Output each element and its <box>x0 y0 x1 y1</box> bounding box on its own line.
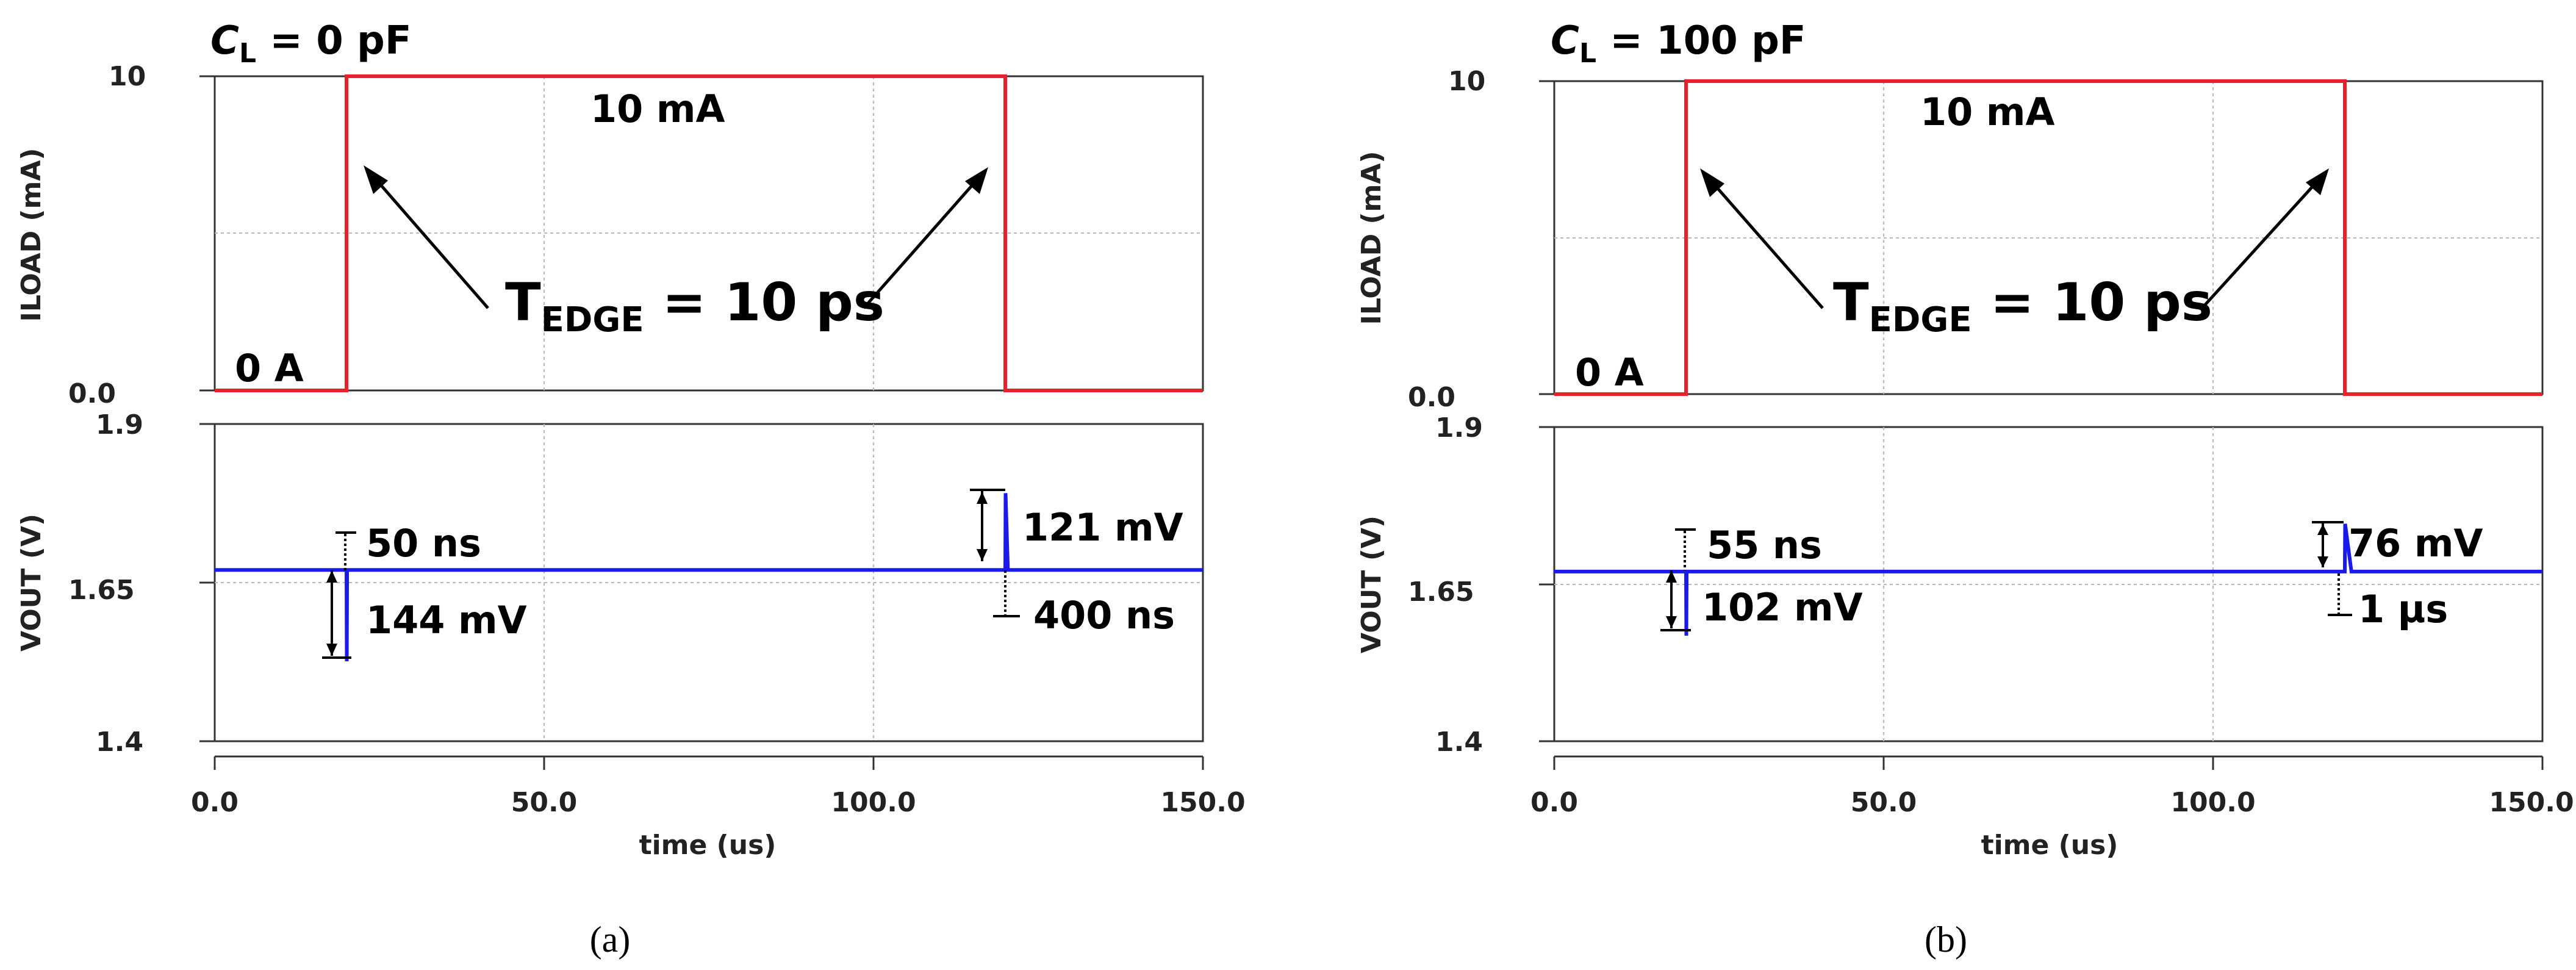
cl-subscript: L <box>239 38 256 69</box>
edge-value: = 10 ps <box>1972 272 2212 333</box>
y-tick-label: 1.65 <box>68 575 135 606</box>
edge-label: TEDGE = 10 ps <box>505 272 884 340</box>
recovery-label: 400 ns <box>1033 593 1175 638</box>
x-tick-label: 150.0 <box>1160 787 1245 818</box>
edge-arrow-right <box>2201 173 2325 309</box>
vout-plot: 1.9 1.65 1.4 VOUT (V) 55 ns 102 mV 76 mV… <box>1356 412 2544 758</box>
overshoot-label: 76 mV <box>2348 521 2483 566</box>
x-axis: 0.0 50.0 100.0 150.0 time (us) <box>1530 755 2574 861</box>
overshoot-label: 121 mV <box>1022 505 1183 550</box>
arrowhead <box>977 492 988 504</box>
cl-label: CL = 0 pF <box>210 18 412 69</box>
edge-arrow-left <box>1704 173 1824 309</box>
y-axis-title: ILOAD (mA) <box>16 148 47 322</box>
arrowhead <box>326 570 337 583</box>
arrowhead <box>364 165 388 194</box>
y-axis-title: ILOAD (mA) <box>1356 151 1387 325</box>
x-axis-title: time (us) <box>639 830 777 861</box>
arrowhead <box>977 549 988 561</box>
iload-plot: 10 0.0 ILOAD (mA) 10 mA 0 A TEDGE = 10 p… <box>1356 66 2544 413</box>
arrowhead <box>2317 556 2328 567</box>
arrowhead <box>965 167 988 194</box>
high-level-label: 10 mA <box>1920 90 2054 134</box>
panel-caption: (a) <box>590 919 631 960</box>
y-tick-label: 1.65 <box>1408 577 1474 608</box>
edge-subscript: EDGE <box>541 300 644 340</box>
panel-a: CL = 0 pF 10 0.0 ILOAD (mA) 10 mA 0 A TE… <box>16 18 1246 960</box>
arrowhead <box>2306 168 2329 195</box>
x-tick-label: 100.0 <box>2170 787 2255 818</box>
edge-label: TEDGE = 10 ps <box>1833 272 2212 340</box>
x-axis-title: time (us) <box>1981 830 2119 861</box>
y-tick-label: 1.4 <box>96 727 143 758</box>
drop-label: 102 mV <box>1702 585 1863 630</box>
x-tick-label: 150.0 <box>2489 787 2574 818</box>
iload-series <box>1554 79 2542 396</box>
rise-time-label: 50 ns <box>366 521 481 566</box>
y-tick-label: 10 <box>109 61 146 92</box>
iload-plot: 10 0.0 ILOAD (mA) 10 mA 0 A TEDGE = 10 p… <box>16 61 1204 409</box>
low-level-label: 0 A <box>235 346 304 390</box>
cl-value: = 100 pF <box>1596 18 1806 63</box>
y-tick-label: 1.9 <box>96 409 143 440</box>
drop-label: 144 mV <box>366 598 527 642</box>
cl-symbol: C <box>1551 18 1579 63</box>
edge-arrow-right <box>863 171 985 309</box>
edge-symbol: T <box>505 272 541 333</box>
iload-series <box>215 74 1203 392</box>
y-tick-label: 10 <box>1448 66 1485 97</box>
x-tick-label: 0.0 <box>191 787 239 818</box>
y-tick-label: 0.0 <box>68 378 116 409</box>
vout-series <box>1554 523 2542 636</box>
cl-subscript: L <box>1579 38 1596 69</box>
arrowhead <box>1666 570 1677 583</box>
cl-value: = 0 pF <box>256 18 412 63</box>
x-tick-label: 50.0 <box>511 787 578 818</box>
x-tick-label: 50.0 <box>1851 787 1917 818</box>
arrowhead <box>2317 524 2328 535</box>
y-tick-label: 1.9 <box>1435 412 1483 444</box>
vout-plot: 1.9 1.65 1.4 VOUT (V) 50 ns 144 mV 121 m… <box>16 409 1204 758</box>
edge-value: = 10 ps <box>644 272 884 333</box>
edge-arrow-left <box>367 170 489 309</box>
cl-symbol: C <box>210 18 239 63</box>
low-level-label: 0 A <box>1575 350 1644 395</box>
vout-series <box>215 493 1203 662</box>
y-tick-label: 1.4 <box>1435 727 1483 758</box>
panel-b: CL = 100 pF 10 0.0 ILOAD (mA) 10 mA 0 A … <box>1356 18 2574 960</box>
edge-symbol: T <box>1833 272 1869 333</box>
y-axis-title: VOUT (V) <box>16 514 47 652</box>
arrowhead <box>1666 616 1677 628</box>
arrowhead <box>326 644 337 656</box>
rise-time-label: 55 ns <box>1707 523 1822 567</box>
high-level-label: 10 mA <box>590 87 725 131</box>
cl-label: CL = 100 pF <box>1551 18 1806 69</box>
y-tick-label: 0.0 <box>1408 382 1455 413</box>
arrowhead <box>1700 168 1724 197</box>
edge-subscript: EDGE <box>1869 300 1972 340</box>
x-tick-label: 0.0 <box>1530 787 1578 818</box>
y-axis-title: VOUT (V) <box>1356 516 1387 653</box>
x-tick-label: 100.0 <box>831 787 916 818</box>
x-axis: 0.0 50.0 100.0 150.0 time (us) <box>191 755 1246 861</box>
recovery-label: 1 µs <box>2358 587 2448 631</box>
panel-caption: (b) <box>1925 919 1967 960</box>
